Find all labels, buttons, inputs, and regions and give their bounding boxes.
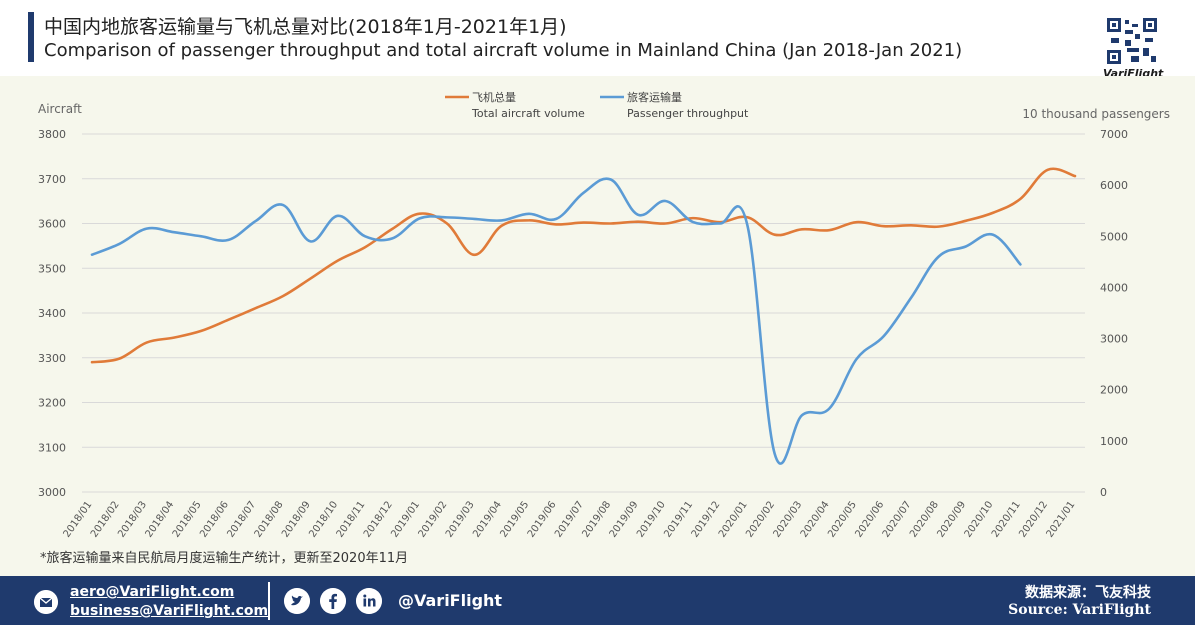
right-tick-label: 3000: [1100, 333, 1128, 346]
left-axis-label: Aircraft: [38, 102, 82, 116]
left-tick-label: 3500: [38, 262, 66, 275]
footer-divider: [268, 582, 270, 620]
twitter-icon[interactable]: [284, 588, 310, 614]
aircraft-volume-line: [90, 167, 1077, 364]
left-tick-label: 3100: [38, 441, 66, 454]
data-source-en: Source: VariFlight: [1008, 602, 1151, 618]
email-business-link[interactable]: business@VariFlight.com: [70, 603, 269, 619]
right-tick-label: 4000: [1100, 281, 1128, 294]
left-tick-label: 3400: [38, 307, 66, 320]
chart-area: 3000 3100 3200 3300 3400 3500 3600 3700 3800 0 100…: [0, 76, 1195, 576]
mail-icon: [34, 590, 58, 614]
right-tick-label: 0: [1100, 486, 1107, 499]
legend-label-en: Total aircraft volume: [471, 107, 585, 120]
left-tick-label: 3700: [38, 173, 66, 186]
legend-label-en: Passenger throughput: [627, 107, 749, 120]
left-tick-label: 3200: [38, 397, 66, 410]
chart-title-cn: 中国内地旅客运输量与飞机总量对比(2018年1月-2021年1月): [44, 16, 567, 38]
footer: aero@VariFlight.com business@VariFlight.…: [0, 576, 1195, 625]
left-tick-label: 3600: [38, 218, 66, 231]
header: 中国内地旅客运输量与飞机总量对比(2018年1月-2021年1月) Compar…: [0, 0, 1195, 80]
dual-axis-line-chart: 3000 3100 3200 3300 3400 3500 3600 3700 3800 0 100…: [38, 90, 1170, 540]
left-tick-label: 3300: [38, 352, 66, 365]
right-tick-label: 6000: [1100, 179, 1128, 192]
left-tick-label: 3800: [38, 128, 66, 141]
footnote: *旅客运输量来自民航局月度运输生产统计，更新至2020年11月: [40, 551, 409, 566]
chart-title-en: Comparison of passenger throughput and t…: [44, 40, 963, 61]
right-tick-label: 5000: [1100, 230, 1128, 243]
left-tick-label: 3000: [38, 486, 66, 499]
right-tick-label: 7000: [1100, 128, 1128, 141]
email-aero-link[interactable]: aero@VariFlight.com: [70, 584, 235, 600]
legend-label-cn: 旅客运输量: [627, 90, 682, 104]
legend-label-cn: 飞机总量: [472, 90, 516, 104]
facebook-icon[interactable]: [320, 588, 346, 614]
passenger-throughput-line: [90, 177, 1022, 465]
right-tick-label: 2000: [1100, 384, 1128, 397]
linkedin-icon[interactable]: [356, 588, 382, 614]
right-tick-label: 1000: [1100, 435, 1128, 448]
data-source-cn: 数据来源：飞友科技: [1025, 585, 1151, 601]
qr-code-icon[interactable]: [1105, 16, 1159, 66]
right-axis-label: 10 thousand passengers: [1022, 107, 1170, 121]
title-accent-bar: [28, 12, 34, 62]
social-handle[interactable]: @VariFlight: [398, 591, 503, 610]
